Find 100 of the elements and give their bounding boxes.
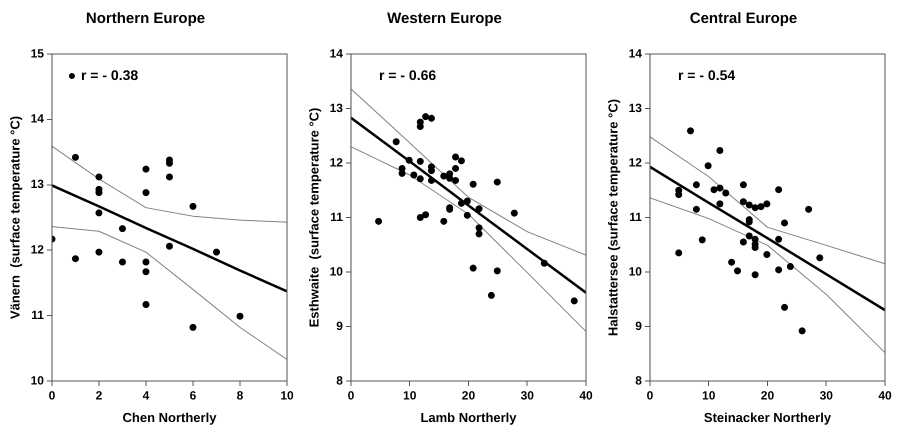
- point: [710, 186, 718, 194]
- point: [716, 184, 724, 192]
- point: [763, 200, 770, 208]
- point: [416, 158, 424, 165]
- y-tick-label: 14: [628, 46, 642, 60]
- x-tick-label: 10: [280, 388, 294, 403]
- annotation: r = - 0.54: [678, 66, 736, 83]
- point: [775, 266, 782, 274]
- point: [675, 249, 682, 256]
- point: [494, 178, 501, 186]
- point: [781, 219, 788, 226]
- point: [375, 218, 382, 225]
- point: [816, 254, 824, 262]
- point: [798, 327, 806, 334]
- x-tick-label: 4: [142, 388, 150, 403]
- x-tick-label: 0: [348, 388, 355, 403]
- y-tick-label: 11: [330, 210, 344, 224]
- x-tick-label: 0: [48, 388, 56, 403]
- point: [805, 206, 812, 213]
- y-tick-label: 8: [635, 373, 642, 388]
- point: [428, 114, 435, 122]
- point: [142, 166, 150, 173]
- point: [95, 248, 102, 256]
- point: [464, 212, 471, 219]
- point: [422, 113, 430, 120]
- point: [476, 205, 483, 212]
- point: [452, 154, 460, 161]
- point: [142, 189, 150, 196]
- y-tick-label: 12: [330, 155, 344, 170]
- point: [752, 204, 759, 212]
- point: [470, 264, 477, 272]
- point: [686, 127, 694, 134]
- y-axis-title: Vänern (surface temperature °C): [7, 116, 22, 320]
- point: [728, 258, 736, 266]
- y-tick-label: 9: [336, 318, 344, 333]
- y-tick-label: 13: [330, 100, 344, 115]
- point: [118, 225, 126, 232]
- point: [422, 211, 430, 218]
- point: [570, 297, 578, 304]
- point: [118, 258, 126, 266]
- x-tick-label: 8: [236, 388, 244, 403]
- point: [72, 255, 79, 262]
- point: [440, 172, 448, 180]
- point: [786, 263, 794, 270]
- point: [775, 186, 782, 194]
- point: [464, 198, 471, 205]
- point: [458, 157, 465, 164]
- point: [716, 146, 724, 154]
- y-tick-label: 15: [30, 46, 44, 60]
- point: [452, 164, 460, 172]
- point: [781, 304, 788, 311]
- point: [428, 176, 435, 184]
- x-axis-title: Lamb Northerly: [420, 410, 518, 425]
- point: [692, 181, 700, 188]
- y-tick-label: 12: [628, 155, 642, 170]
- point: [740, 198, 747, 206]
- point: [142, 258, 150, 266]
- y-tick-label: 14: [330, 46, 344, 60]
- point: [698, 236, 706, 244]
- y-tick-label: 11: [31, 308, 44, 322]
- point: [212, 248, 220, 256]
- point: [416, 214, 424, 221]
- x-tick-label: 0: [646, 388, 654, 403]
- point: [758, 203, 765, 210]
- x-tick-label: 6: [190, 388, 197, 403]
- point: [740, 238, 747, 246]
- point: [510, 210, 518, 217]
- point: [410, 171, 418, 178]
- y-tick-label: 13: [30, 177, 44, 192]
- y-tick-label: 10: [628, 264, 642, 278]
- legend-label: r = - 0.38: [80, 66, 138, 83]
- y-tick-label: 10: [330, 264, 344, 278]
- point: [470, 180, 477, 188]
- point: [406, 156, 413, 164]
- point: [452, 176, 460, 184]
- point: [746, 232, 753, 240]
- point: [458, 200, 465, 207]
- point: [72, 154, 79, 161]
- point: [716, 200, 724, 208]
- annotation: r = - 0.66: [378, 66, 436, 83]
- chart-title: Western Europe: [387, 10, 502, 28]
- chart-title: Central Europe: [690, 10, 798, 28]
- point: [763, 251, 770, 258]
- point: [740, 181, 747, 188]
- x-tick-label: 40: [579, 388, 593, 403]
- point: [476, 230, 483, 238]
- point: [95, 209, 102, 216]
- point: [692, 206, 700, 213]
- y-tick-label: 10: [30, 373, 44, 388]
- y-axis-title: Esthwaite (surface temperature °C): [306, 108, 322, 328]
- point: [392, 138, 400, 146]
- point: [488, 292, 495, 299]
- x-tick-label: 2: [96, 388, 103, 403]
- x-axis-title: Steinacker Northerly: [704, 410, 832, 425]
- point: [398, 170, 406, 177]
- x-tick-label: 10: [702, 388, 716, 403]
- y-axis-title: Halstattersee (surface temperature °C): [605, 98, 620, 336]
- point: [189, 202, 196, 210]
- point: [166, 173, 173, 180]
- point: [142, 268, 150, 276]
